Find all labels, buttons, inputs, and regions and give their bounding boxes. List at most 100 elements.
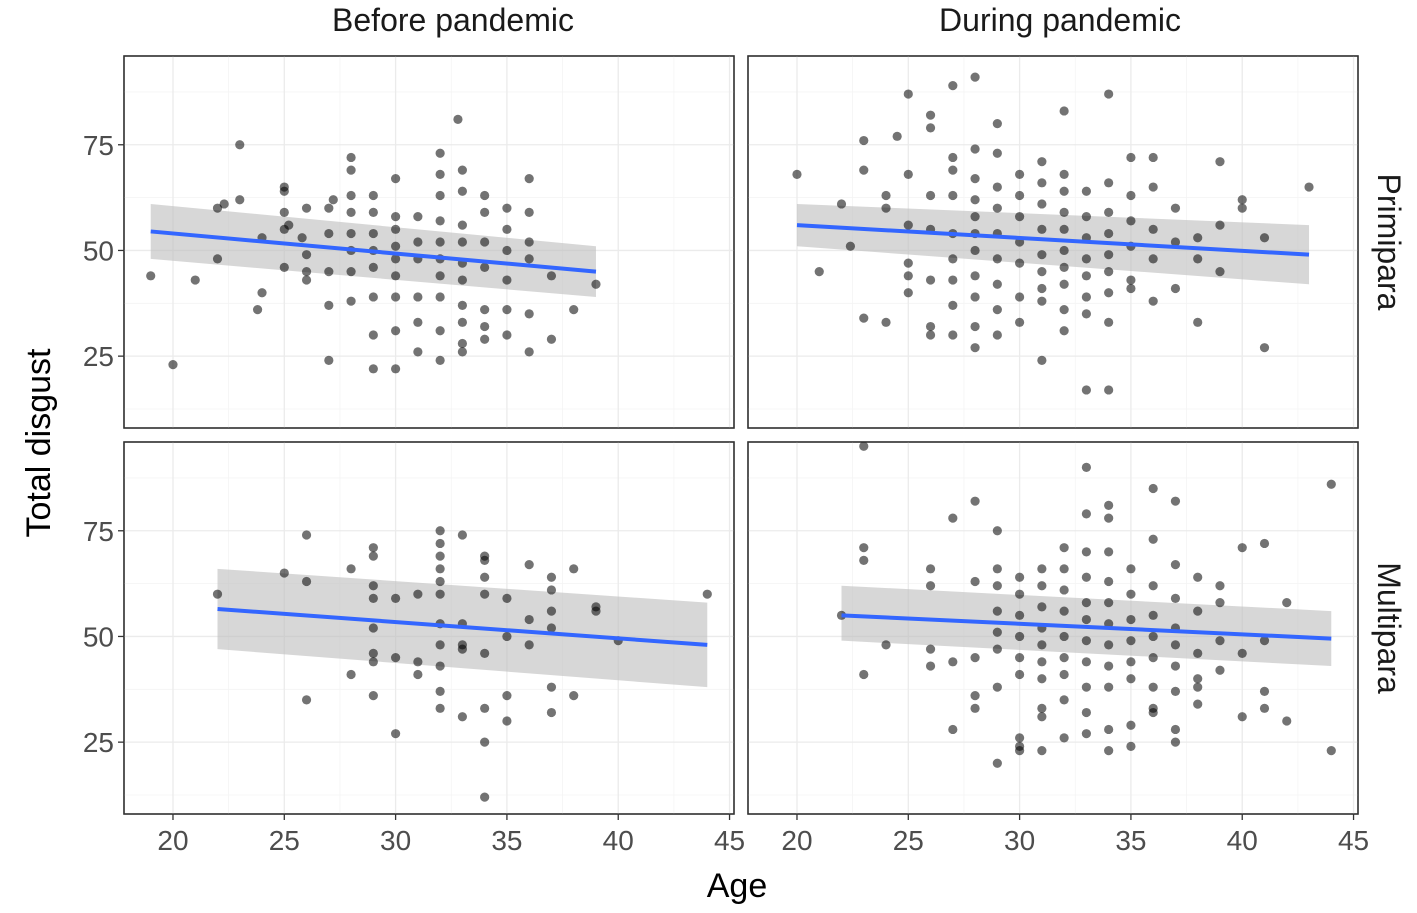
data-point	[391, 173, 401, 184]
data-point	[502, 631, 512, 642]
data-point	[391, 254, 401, 264]
data-point	[1059, 543, 1069, 553]
data-point	[328, 195, 338, 205]
data-point	[1215, 598, 1225, 608]
data-point	[1148, 296, 1158, 306]
data-point	[457, 300, 467, 311]
x-tick-label: 30	[380, 825, 411, 856]
data-point	[546, 585, 557, 595]
data-point	[925, 275, 936, 285]
data-point	[391, 271, 401, 281]
data-point	[569, 305, 579, 315]
data-point	[948, 657, 958, 667]
data-point	[301, 695, 312, 705]
data-point	[480, 589, 490, 599]
data-point	[279, 207, 289, 218]
data-point	[1037, 178, 1047, 188]
y-tick-label: 25	[83, 341, 114, 372]
data-point	[970, 343, 980, 353]
data-point	[925, 661, 936, 671]
data-point	[524, 640, 534, 650]
data-point	[859, 165, 869, 175]
data-point	[1015, 258, 1025, 268]
data-point	[992, 305, 1002, 315]
data-point	[881, 190, 891, 201]
data-point	[524, 614, 534, 625]
data-point	[1215, 665, 1225, 675]
data-point	[1170, 640, 1181, 650]
data-point	[992, 330, 1002, 340]
data-point	[925, 110, 936, 120]
panel-border	[747, 441, 1359, 815]
data-point	[391, 652, 401, 663]
data-point	[1037, 640, 1047, 650]
data-point	[992, 254, 1002, 264]
data-point	[524, 309, 534, 319]
strip-label-during-pandemic: During pandemic	[939, 2, 1181, 38]
data-point	[1282, 598, 1292, 608]
data-point	[1104, 317, 1114, 327]
data-point	[1193, 606, 1203, 616]
data-point	[324, 203, 334, 213]
data-point	[301, 530, 312, 540]
data-point	[324, 228, 334, 239]
y-tick-label: 50	[83, 621, 114, 652]
data-point	[1170, 283, 1181, 294]
data-point	[1170, 593, 1181, 604]
data-point	[948, 190, 958, 201]
data-point	[480, 190, 490, 201]
data-point	[1037, 250, 1047, 260]
panel-during-multipara	[747, 441, 1359, 815]
data-point	[346, 152, 356, 163]
data-point	[1259, 538, 1270, 549]
data-point	[1304, 182, 1314, 192]
data-point	[435, 551, 445, 561]
data-point	[1104, 250, 1114, 260]
data-point	[1193, 233, 1203, 243]
data-point	[1193, 648, 1203, 658]
data-point	[546, 606, 557, 616]
data-point	[1015, 669, 1025, 680]
data-point	[903, 271, 913, 281]
data-point	[368, 330, 378, 340]
data-point	[502, 224, 512, 234]
data-point	[1104, 288, 1114, 298]
data-point	[368, 292, 378, 302]
data-point	[435, 355, 445, 365]
data-point	[346, 228, 356, 239]
data-point	[457, 220, 467, 230]
data-point	[1059, 106, 1069, 116]
data-point	[524, 559, 534, 570]
data-point	[457, 186, 467, 196]
data-point	[502, 716, 512, 726]
data-point	[480, 703, 490, 713]
data-point	[1170, 686, 1181, 697]
data-point	[413, 212, 423, 222]
data-point	[1059, 279, 1069, 289]
data-point	[948, 152, 958, 163]
data-point	[1170, 496, 1181, 506]
data-point	[992, 203, 1002, 213]
panel-before-multipara	[123, 441, 735, 815]
data-point	[346, 190, 356, 201]
data-point	[1148, 610, 1158, 620]
panel-border	[747, 55, 1359, 429]
data-point	[1037, 157, 1047, 167]
data-point	[1215, 157, 1225, 167]
data-point	[881, 203, 891, 213]
data-point	[502, 245, 512, 256]
data-point	[324, 355, 334, 365]
data-point	[1237, 195, 1247, 205]
data-point	[1037, 224, 1047, 234]
data-point	[413, 317, 423, 327]
data-point	[1059, 564, 1069, 574]
data-point	[1081, 254, 1091, 264]
panel-during-primipara	[747, 55, 1359, 429]
data-point	[391, 326, 401, 336]
data-point	[1037, 745, 1047, 756]
data-point	[1104, 547, 1114, 557]
data-point	[457, 275, 467, 285]
data-point	[892, 131, 902, 141]
data-point	[1059, 186, 1069, 196]
data-point	[970, 652, 980, 663]
